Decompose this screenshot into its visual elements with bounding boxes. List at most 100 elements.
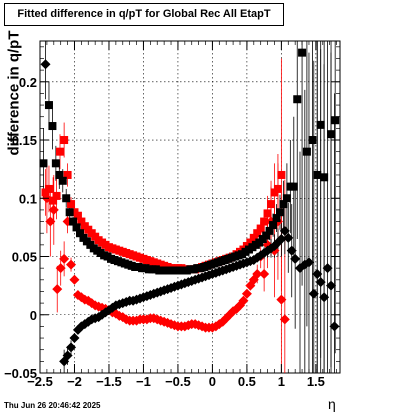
- data-point-diamond: [238, 295, 249, 306]
- data-point-square: [302, 147, 311, 156]
- data-point-diamond: [62, 350, 73, 361]
- data-point-square: [77, 217, 86, 226]
- data-point-square: [63, 170, 72, 179]
- y-tick-label: 0.2: [19, 75, 37, 90]
- data-point-diamond: [279, 225, 290, 236]
- data-point-diamond: [329, 321, 340, 332]
- data-point-square: [48, 122, 57, 131]
- y-tick-label: 0: [30, 308, 37, 323]
- data-point-diamond: [69, 274, 80, 285]
- y-tick-label: 0.05: [12, 250, 37, 265]
- axis-ticks: [39, 41, 340, 374]
- data-point-diamond: [326, 280, 337, 291]
- x-tick-label: 1.5: [307, 374, 325, 389]
- data-point-diamond: [69, 333, 80, 344]
- data-point-diamond: [45, 216, 56, 227]
- data-point-diamond: [283, 232, 294, 243]
- y-tick-label: −0.05: [4, 366, 37, 381]
- data-point-diamond: [308, 288, 319, 299]
- y-tick-label: 0.15: [12, 133, 37, 148]
- data-point-square: [246, 238, 255, 247]
- x-tick-label: 0.5: [238, 374, 256, 389]
- data-point-square: [262, 231, 271, 240]
- data-point-diamond: [52, 284, 63, 295]
- data-point-square: [289, 182, 298, 191]
- data-point-diamond: [66, 342, 77, 353]
- data-point-diamond: [322, 263, 333, 274]
- data-point-square: [293, 95, 302, 104]
- data-point-square: [320, 173, 329, 182]
- data-point-square: [331, 116, 340, 125]
- data-point-diamond: [48, 204, 59, 215]
- data-point-square: [51, 159, 60, 168]
- data-point-square: [60, 136, 69, 145]
- y-tick-label: 0.1: [19, 191, 37, 206]
- data-point-square: [253, 229, 262, 238]
- y-tick-labels: −0.05 0 0.05 0.1 0.15 0.2: [4, 75, 37, 381]
- data-point-diamond: [40, 59, 51, 70]
- data-point-diamond: [279, 314, 290, 325]
- data-point-square: [267, 200, 276, 209]
- data-point-square: [272, 214, 281, 223]
- data-point-square: [269, 221, 278, 230]
- data-point-square: [73, 211, 82, 220]
- x-tick-label: −2: [67, 374, 82, 389]
- data-point-square: [273, 184, 282, 193]
- data-point-square: [76, 229, 84, 238]
- data-point-square: [67, 200, 76, 209]
- data-point-square: [256, 224, 265, 233]
- data-point-square: [65, 208, 74, 217]
- y-axis-label-box: difference in q/pT: [5, 28, 23, 158]
- data-point-square: [298, 48, 307, 57]
- x-tick-label: −0.5: [165, 374, 191, 389]
- data-point-diamond: [290, 253, 301, 264]
- data-point-square: [313, 170, 322, 179]
- data-point-diamond: [55, 263, 66, 274]
- y-axis-label: difference in q/pT: [5, 30, 23, 156]
- data-point-square: [263, 209, 272, 218]
- data-point-diamond: [259, 268, 270, 279]
- data-point-diamond: [252, 268, 263, 279]
- data-point-square: [62, 194, 71, 203]
- data-point-square: [265, 226, 274, 235]
- x-tick-label: −2.5: [27, 374, 53, 389]
- x-axis-label: η: [328, 396, 336, 412]
- data-markers: [39, 48, 340, 367]
- timestamp: Thu Jun 26 20:46:42 2025: [4, 401, 101, 410]
- data-point-diamond: [66, 259, 77, 270]
- data-point-square: [58, 176, 67, 185]
- data-point-square: [327, 130, 336, 139]
- x-tick-label: −1.5: [96, 374, 122, 389]
- data-point-square: [249, 233, 258, 242]
- data-point-square: [279, 200, 288, 209]
- data-point-square: [55, 170, 64, 179]
- data-point-square: [282, 194, 291, 203]
- data-point-diamond: [286, 245, 297, 256]
- data-point-square: [72, 223, 81, 232]
- data-point-diamond: [315, 277, 326, 288]
- x-tick-label: −1: [136, 374, 151, 389]
- data-point-square: [44, 101, 53, 110]
- x-tick-label: 0: [209, 374, 216, 389]
- data-point-square: [69, 217, 78, 226]
- data-point-square: [49, 196, 58, 205]
- data-point-square: [277, 170, 286, 179]
- data-point-diamond: [59, 253, 70, 264]
- data-point-diamond: [303, 257, 314, 268]
- plot-frame: [39, 40, 341, 374]
- x-tick-labels: −2.5 −2 −1.5 −1 −0.5 0 0.5 1 1.5: [27, 374, 325, 389]
- data-point-diamond: [241, 288, 252, 299]
- data-point-square: [52, 191, 61, 200]
- data-point-square: [316, 120, 325, 129]
- data-point-diamond: [276, 234, 287, 245]
- data-point-square: [260, 217, 269, 226]
- data-point-square: [44, 184, 53, 193]
- chart-title: Fitted difference in q/pT for Global Rec…: [4, 3, 284, 26]
- data-point-diamond: [319, 292, 330, 303]
- data-point-diamond: [276, 294, 287, 305]
- data-point-square: [308, 136, 317, 145]
- data-point-diamond: [312, 268, 323, 279]
- data-point-square: [56, 147, 64, 156]
- data-point-square: [276, 208, 284, 217]
